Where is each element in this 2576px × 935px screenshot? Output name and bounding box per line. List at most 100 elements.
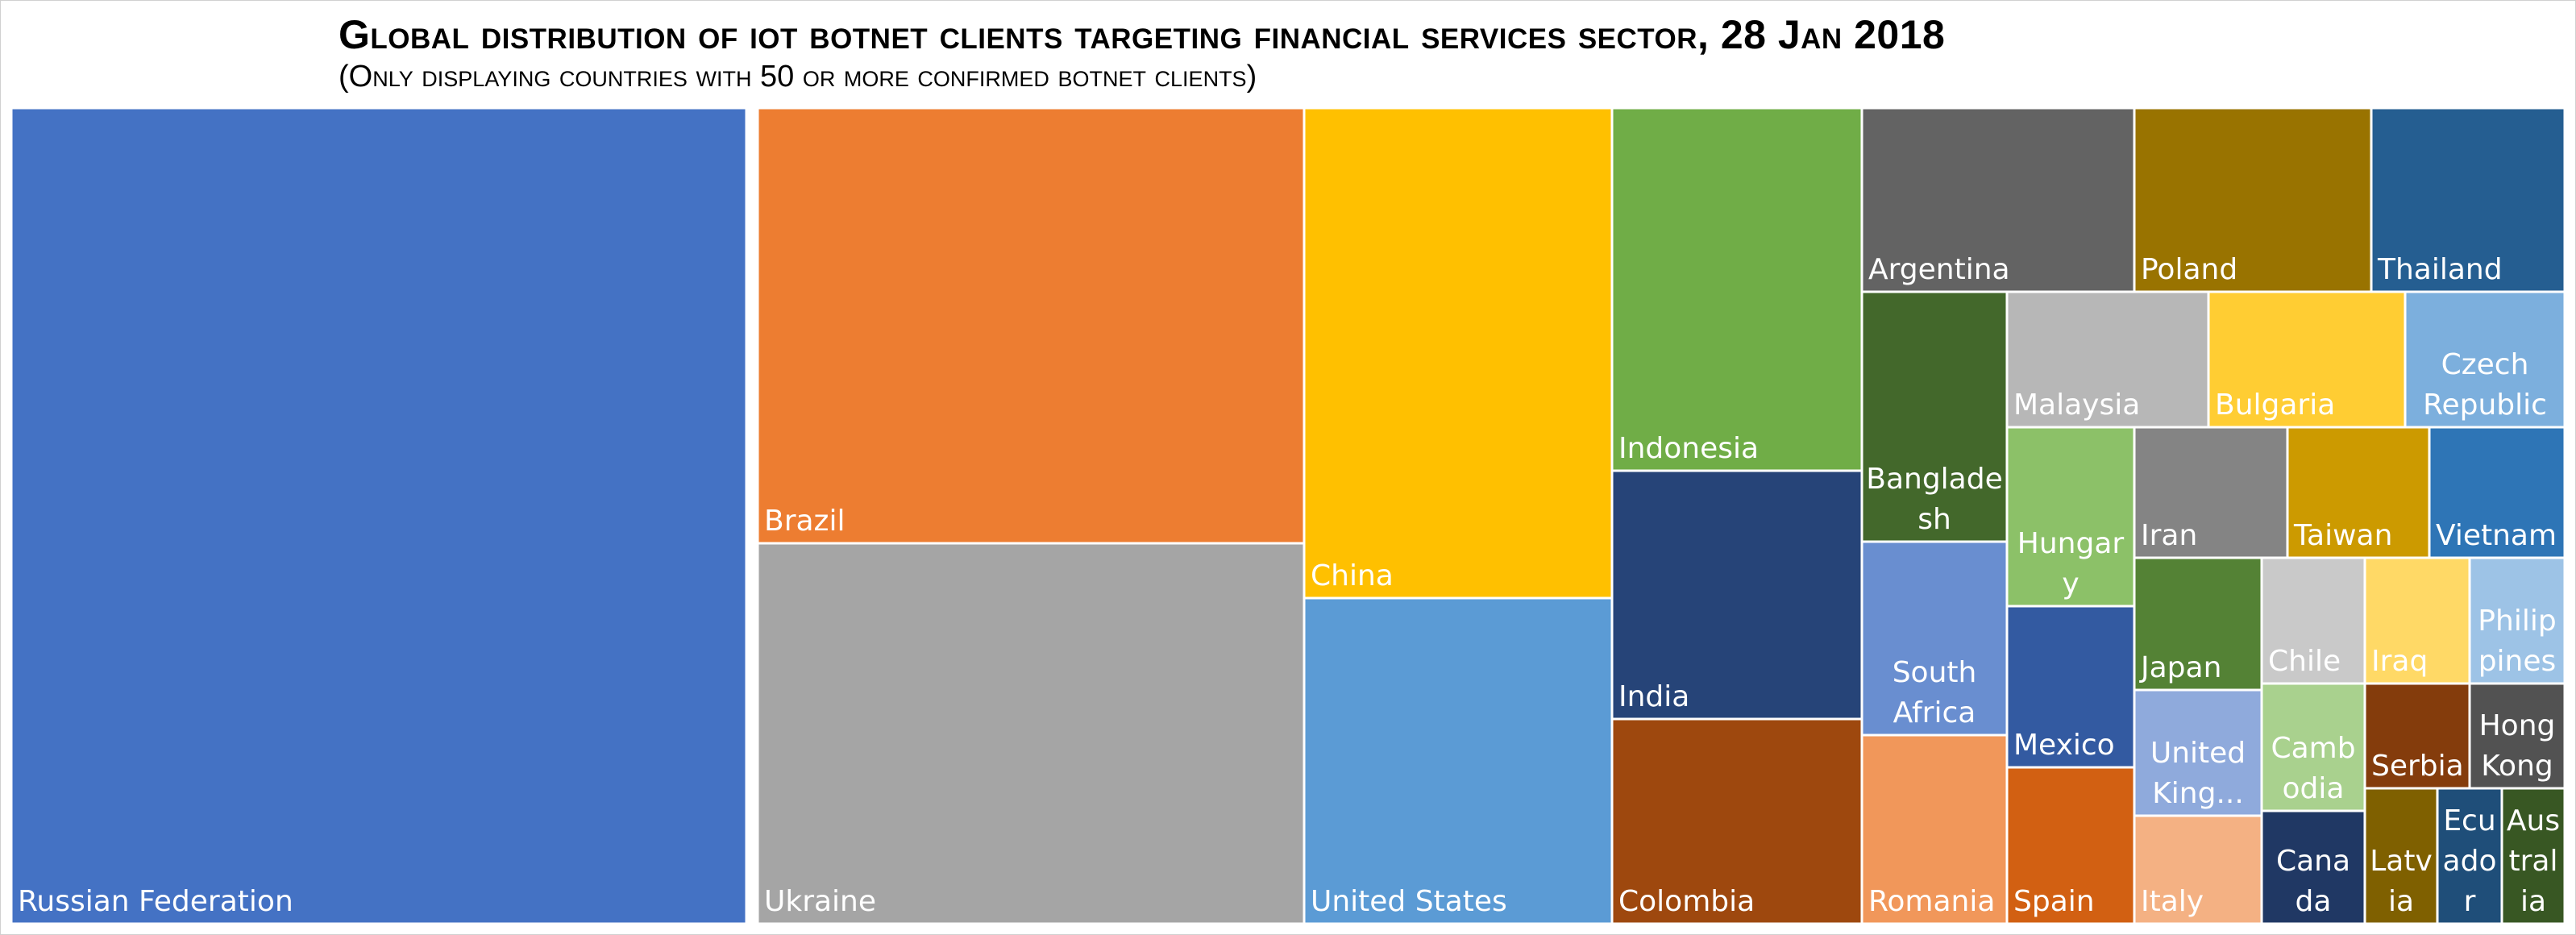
treemap-rect-indonesia — [1610, 106, 1863, 472]
treemap-label-south-africa: South Africa — [1893, 656, 1977, 729]
treemap-rect-serbia — [2363, 682, 2471, 790]
treemap-tile-thailand: Thailand — [2370, 106, 2566, 293]
treemap-tile-indonesia: Indonesia — [1610, 106, 1863, 472]
treemap-label-canada: Cana da — [2276, 845, 2350, 918]
treemap-tile-united-states: United States — [1303, 596, 1614, 925]
treemap-rect-chile — [2260, 556, 2366, 685]
treemap-rect-spain — [2005, 766, 2136, 925]
treemap-label-chile: Chile — [2268, 645, 2341, 678]
treemap-tile-hungary: Hungar y — [2005, 426, 2136, 608]
treemap-label-india: India — [1618, 680, 1689, 713]
treemap-label-indonesia: Indonesia — [1618, 432, 1759, 465]
chart-subtitle: (Only displaying countries with 50 or mo… — [339, 60, 1257, 94]
treemap-tile-ukraine: Ukraine — [756, 542, 1306, 925]
treemap-label-italy: Italy — [2141, 885, 2204, 918]
treemap-tile-united-kingdom: United King... — [2133, 688, 2263, 817]
treemap-tile-chile: Chile — [2260, 556, 2366, 685]
treemap-tile-south-africa: South Africa — [1860, 540, 2009, 737]
treemap-label-latvia: Latv ia — [2370, 845, 2433, 918]
treemap-label-iraq: Iraq — [2371, 645, 2428, 678]
treemap-label-japan: Japan — [2139, 651, 2221, 684]
treemap-label-czech-republic: Czech Republic — [2423, 348, 2547, 422]
treemap-rect-united-states — [1303, 596, 1614, 925]
treemap-tile-india: India — [1610, 469, 1863, 721]
treemap-label-bangladesh: Banglade sh — [1866, 463, 2003, 536]
treemap-label-colombia: Colombia — [1618, 885, 1755, 918]
treemap-label-poland: Poland — [2141, 253, 2237, 286]
treemap-rect-italy — [2133, 814, 2263, 925]
treemap-tile-mexico: Mexico — [2005, 605, 2136, 769]
treemap-tile-bulgaria: Bulgaria — [2207, 290, 2407, 429]
treemap-label-serbia: Serbia — [2371, 750, 2464, 783]
treemap-rect-ukraine — [756, 542, 1306, 925]
treemap-rect-taiwan — [2286, 426, 2431, 559]
treemap-tile-brazil: Brazil — [756, 106, 1306, 545]
treemap-rect-vietnam — [2428, 426, 2566, 559]
treemap-label-iran: Iran — [2141, 519, 2197, 552]
treemap-rect-russian-federation — [10, 106, 748, 925]
treemap-label-philippines: Philip pines — [2478, 605, 2556, 678]
treemap-rect-brazil — [756, 106, 1306, 545]
treemap-tile-china: China — [1303, 106, 1614, 600]
treemap-tile-philippines: Philip pines — [2468, 556, 2566, 685]
treemap-rect-australia — [2500, 787, 2566, 925]
treemap-label-ukraine: Ukraine — [764, 885, 876, 918]
treemap-label-australia: Aus tral ia — [2507, 804, 2560, 918]
treemap-tile-czech-republic: Czech Republic — [2404, 290, 2566, 429]
treemap-rect-romania — [1860, 733, 2009, 925]
treemap-label-spain: Spain — [2013, 885, 2095, 918]
treemap-label-bulgaria: Bulgaria — [2215, 389, 2335, 422]
treemap-rect-iraq — [2363, 556, 2471, 685]
treemap-tile-iraq: Iraq — [2363, 556, 2471, 685]
treemap-tile-serbia: Serbia — [2363, 682, 2471, 790]
treemap-tile-spain: Spain — [2005, 766, 2136, 925]
treemap-label-malaysia: Malaysia — [2013, 389, 2140, 422]
treemap-rect-india — [1610, 469, 1863, 721]
treemap-tile-poland: Poland — [2133, 106, 2373, 293]
treemap-tile-malaysia: Malaysia — [2005, 290, 2210, 429]
treemap-rect-hungary — [2005, 426, 2136, 608]
treemap-rect-canada — [2260, 809, 2366, 925]
treemap-tile-bangladesh: Banglade sh — [1860, 290, 2009, 543]
treemap-label-hong-kong: Hong Kong — [2479, 709, 2556, 783]
treemap-rect-colombia — [1610, 717, 1863, 925]
treemap-tile-iran: Iran — [2133, 426, 2289, 559]
treemap-rect-japan — [2133, 556, 2263, 692]
treemap-tile-australia: Aus tral ia — [2500, 787, 2566, 925]
treemap-label-thailand: Thailand — [2377, 253, 2503, 286]
treemap-tile-canada: Cana da — [2260, 809, 2366, 925]
treemap-label-taiwan: Taiwan — [2293, 519, 2392, 552]
treemap-label-united-states: United States — [1311, 885, 1507, 918]
treemap-label-china: China — [1311, 559, 1394, 592]
treemap-tile-ecuador: Ecu ado r — [2436, 787, 2503, 925]
treemap-rect-malaysia — [2005, 290, 2210, 429]
treemap-label-vietnam: Vietnam — [2436, 519, 2557, 552]
treemap-label-argentina: Argentina — [1868, 253, 2010, 286]
treemap-label-brazil: Brazil — [764, 505, 845, 538]
treemap-tile-italy: Italy — [2133, 814, 2263, 925]
treemap-rect-czech-republic — [2404, 290, 2566, 429]
treemap-tile-taiwan: Taiwan — [2286, 426, 2431, 559]
treemap-tile-colombia: Colombia — [1610, 717, 1863, 925]
treemap-rect-bulgaria — [2207, 290, 2407, 429]
treemap-rect-philippines — [2468, 556, 2566, 685]
treemap-rect-south-africa — [1860, 540, 2009, 737]
treemap-rect-bangladesh — [1860, 290, 2009, 543]
treemap-rect-china — [1303, 106, 1614, 600]
treemap-tile-hong-kong: Hong Kong — [2468, 682, 2566, 790]
treemap-tile-cambodia: Camb odia — [2260, 682, 2366, 812]
treemap-label-hungary: Hungar y — [2017, 527, 2125, 600]
treemap-rect-argentina — [1860, 106, 2136, 293]
treemap-label-united-kingdom: United King... — [2150, 737, 2246, 810]
treemap-tile-russian-federation: Russian Federation — [10, 106, 748, 925]
treemap-rect-latvia — [2363, 787, 2439, 925]
treemap-tile-vietnam: Vietnam — [2428, 426, 2566, 559]
treemap-label-russian-federation: Russian Federation — [18, 885, 293, 918]
chart-title: Global distribution of iot botnet client… — [339, 12, 1946, 57]
treemap-label-mexico: Mexico — [2013, 729, 2115, 762]
treemap-tile-argentina: Argentina — [1860, 106, 2136, 293]
treemap-tile-romania: Romania — [1860, 733, 2009, 925]
treemap-rect-united-kingdom — [2133, 688, 2263, 817]
treemap-tile-latvia: Latv ia — [2363, 787, 2439, 925]
